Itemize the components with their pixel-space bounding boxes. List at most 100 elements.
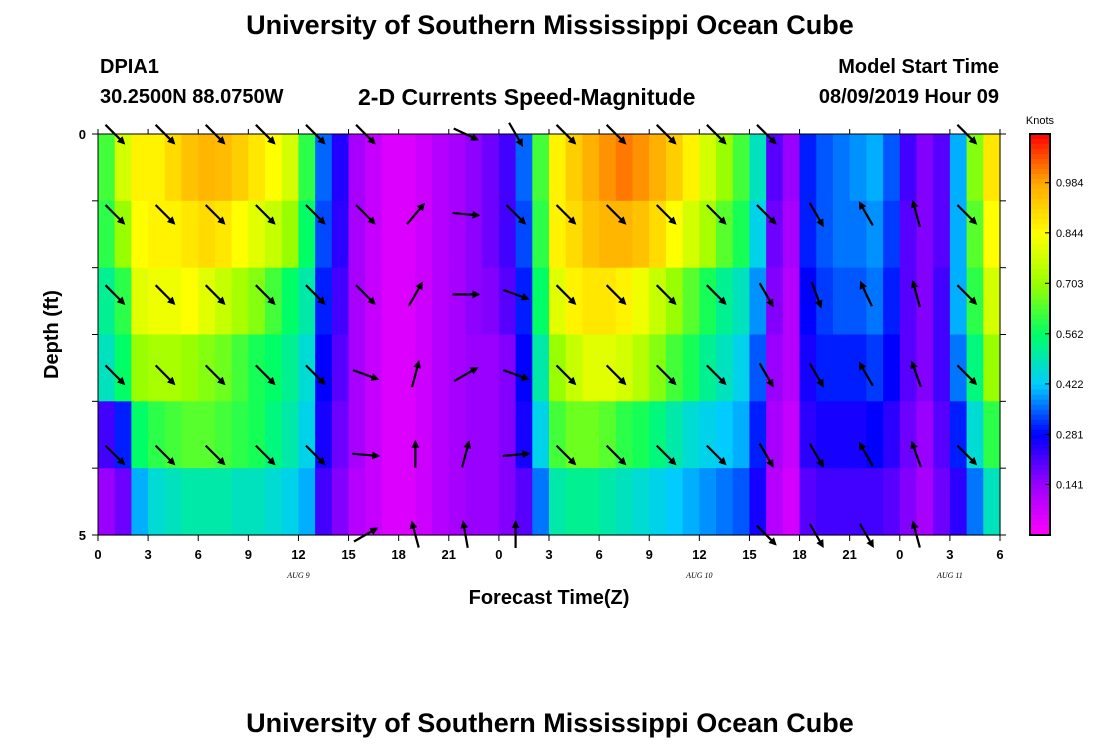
heatmap-cell (465, 334, 483, 402)
heatmap-cell (682, 134, 700, 202)
heatmap-cell (365, 401, 383, 469)
colorbar-segment (1030, 279, 1050, 285)
heatmap-cell (549, 267, 567, 336)
current-arrow (502, 450, 531, 459)
heatmap-cell (749, 334, 767, 402)
heatmap-cell (448, 401, 467, 469)
heatmap-cell (933, 134, 951, 202)
current-arrow (605, 444, 627, 466)
heatmap-cell (281, 267, 300, 336)
heatmap-cell (164, 401, 183, 469)
heatmap-cell (131, 267, 149, 336)
colorbar-segment (1030, 404, 1050, 411)
colorbar-segment (1030, 459, 1050, 466)
heatmap-cell (498, 267, 517, 336)
heatmap-cell (766, 267, 784, 336)
heatmap-cell (148, 468, 166, 536)
heatmap-cell (766, 200, 784, 269)
heatmap-cell (231, 200, 249, 269)
heatmap-cell (498, 468, 517, 536)
heatmap-cell (816, 401, 834, 469)
heatmap-cell (432, 134, 450, 202)
colorbar-segment (1030, 284, 1050, 290)
heatmap-cell (716, 134, 734, 202)
heatmap-cell (98, 134, 116, 202)
colorbar-segment (1030, 299, 1050, 306)
heatmap-cell (265, 267, 283, 336)
x-tick-label: 21 (442, 547, 456, 562)
heatmap-cell (398, 134, 416, 202)
colorbar-segment (1030, 469, 1050, 476)
colorbar-segment (1030, 369, 1050, 376)
heatmap-cell (933, 334, 951, 402)
heatmap-cell (632, 267, 650, 336)
heatmap-cell (665, 200, 684, 269)
heatmap-cell (749, 401, 767, 469)
colorbar-segment (1030, 329, 1050, 336)
heatmap-cell (131, 334, 149, 402)
heatmap-cell (966, 468, 984, 536)
heatmap-cell (983, 200, 1001, 269)
heatmap-cell (231, 134, 249, 202)
heatmap-cell (298, 334, 316, 402)
heatmap-cell (749, 134, 767, 202)
heatmap-cell (682, 401, 700, 469)
model-start-label: Model Start Time (838, 56, 999, 78)
heatmap-cell (983, 401, 1001, 469)
heatmap-cell (632, 200, 650, 269)
heatmap-cell (716, 468, 734, 536)
heatmap-cell (599, 401, 617, 469)
heatmap-cell (682, 200, 700, 269)
heatmap-cells (98, 134, 1001, 536)
heatmap-cell (448, 267, 467, 336)
heatmap-cell (214, 334, 233, 402)
heatmap-cell (398, 468, 416, 536)
heatmap-cell (348, 200, 366, 269)
heatmap-cell (883, 401, 901, 469)
heatmap-cell (949, 334, 968, 402)
heatmap-cell (649, 334, 667, 402)
current-arrow (305, 204, 326, 225)
heatmap-cell (549, 200, 567, 269)
heatmap-cell (415, 334, 433, 402)
heatmap-cell (699, 267, 717, 336)
heatmap-cell (883, 334, 901, 402)
heatmap-cell (465, 468, 483, 536)
heatmap-cell (582, 134, 600, 202)
heatmap-cell (966, 401, 984, 469)
colorbar-segment (1030, 399, 1050, 406)
heatmap-cell (148, 334, 166, 402)
heatmap-cell (532, 134, 550, 202)
heatmap-cell (381, 468, 400, 536)
heatmap-cell (281, 200, 300, 269)
heatmap-cell (799, 267, 817, 336)
current-arrow (858, 361, 874, 387)
heatmap-cell (883, 468, 901, 536)
heatmap-cell (916, 468, 934, 536)
current-arrow (758, 362, 774, 388)
current-arrow (655, 364, 677, 386)
heatmap-cell (365, 334, 383, 402)
heatmap-cell (766, 334, 784, 402)
heatmap-cell (699, 401, 717, 469)
heatmap-cell (181, 334, 199, 402)
heatmap-cell (415, 134, 433, 202)
heatmap-cell (148, 134, 166, 202)
heatmap-cell (749, 267, 767, 336)
colorbar-segment (1030, 379, 1050, 386)
current-arrow (555, 444, 577, 466)
heatmap-cell (682, 267, 700, 336)
current-arrow (706, 364, 727, 386)
x-tick-label: 21 (842, 547, 856, 562)
current-arrow (808, 202, 824, 228)
heatmap-cell (549, 468, 567, 536)
current-arrow (810, 281, 823, 309)
colorbar-tick-label: 0.844 (1056, 228, 1084, 240)
colorbar-segment (1030, 259, 1050, 265)
heatmap-cell (983, 468, 1001, 536)
heatmap-cell (164, 134, 183, 202)
heatmap-cell (716, 267, 734, 336)
colorbar-segment (1030, 439, 1050, 446)
current-arrow (503, 369, 530, 381)
heatmap-cell (582, 200, 600, 269)
